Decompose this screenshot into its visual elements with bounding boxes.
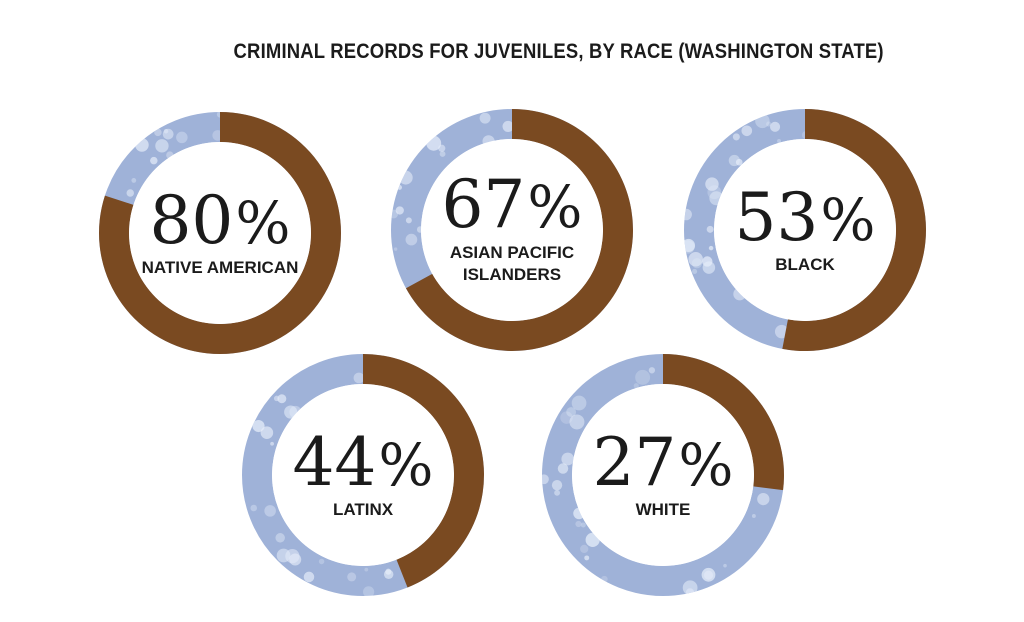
category-label: ISLANDERS [463, 265, 561, 284]
donut-chart: 44%LATINX [242, 354, 485, 597]
donut-center [129, 142, 311, 324]
donut-center [421, 139, 603, 321]
category-label: ASIAN PACIFIC [450, 243, 574, 262]
donut-chart: 53%BLACK [684, 109, 926, 351]
donut-value-segment [663, 354, 784, 491]
category-label: NATIVE AMERICAN [142, 258, 299, 277]
donut-center [272, 384, 454, 566]
percentage-label: 44% [292, 424, 433, 501]
percentage-label: 67% [441, 166, 582, 243]
percentage-label: 80% [149, 182, 290, 259]
donut-value-segment [363, 354, 484, 588]
donut-chart: 67%ASIAN PACIFIC ISLANDERS [391, 109, 634, 352]
category-label: LATINX [333, 500, 394, 519]
donut-chart: 27%WHITE [542, 354, 784, 596]
donut-value-segment [782, 109, 926, 351]
percentage-label: 27% [592, 424, 733, 501]
category-label: WHITE [636, 500, 691, 519]
donut-center [572, 384, 754, 566]
percentage-label: 53% [734, 179, 875, 256]
category-label: BLACK [775, 255, 835, 274]
donut-chart: 80%NATIVE AMERICAN [99, 112, 341, 354]
donut-center [714, 139, 896, 321]
chart-title: CRIMINAL RECORDS FOR JUVENILES, BY RACE … [233, 40, 884, 63]
